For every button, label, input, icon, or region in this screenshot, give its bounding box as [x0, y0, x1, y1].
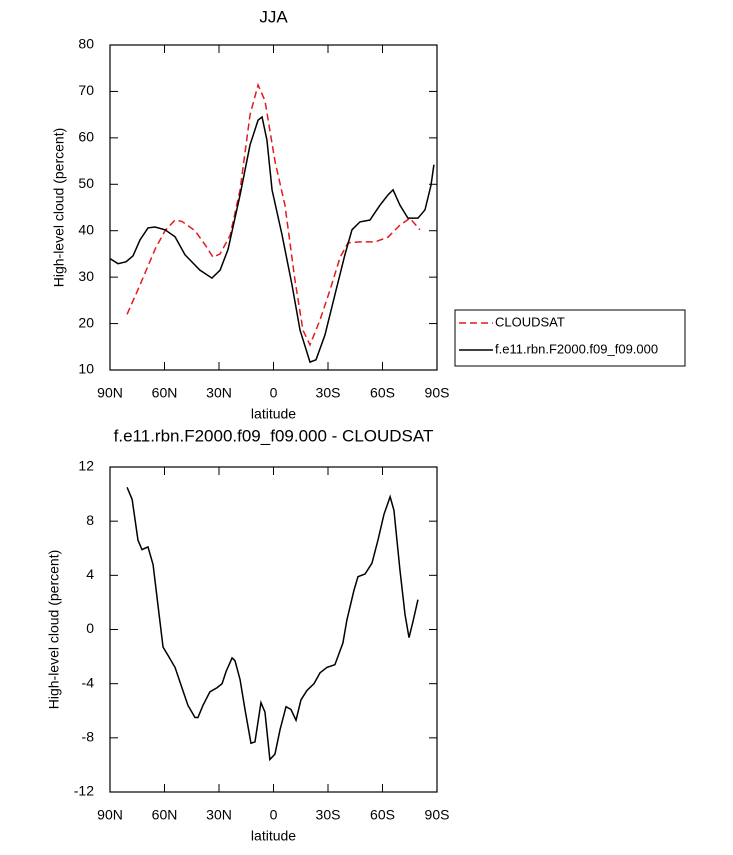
y-tick-label: 50 [78, 175, 94, 191]
y-tick-label: 80 [78, 36, 94, 52]
y-tick-label: 70 [78, 82, 94, 98]
data-line [109, 115, 435, 364]
data-line [126, 487, 419, 762]
y-tick-label: 20 [78, 314, 94, 330]
y-tick-label: 10 [78, 361, 94, 377]
x-tick-label: 90S [425, 385, 450, 401]
chart-title: JJA [259, 7, 288, 26]
chart-title: f.e11.rbn.F2000.f09_f09.000 - CLOUDSAT [114, 426, 434, 445]
y-tick-label: 60 [78, 129, 94, 145]
y-axis-label: High-level cloud (percent) [46, 550, 62, 710]
x-tick-label: 90N [97, 807, 123, 823]
x-tick-label: 0 [270, 807, 278, 823]
x-tick-label: 30S [316, 385, 341, 401]
legend-label: f.e11.rbn.F2000.f09_f09.000 [495, 341, 658, 356]
y-axis-label: High-level cloud (percent) [51, 128, 67, 288]
legend-box [454, 309, 686, 367]
x-axis-label: latitude [251, 828, 296, 844]
y-tick-label: 4 [86, 566, 94, 582]
x-tick-label: 30N [206, 385, 232, 401]
y-tick-label: 8 [86, 512, 94, 528]
x-tick-label: 30S [316, 807, 341, 823]
x-tick-label: 60S [370, 385, 395, 401]
y-tick-label: 12 [78, 458, 94, 474]
x-tick-label: 60N [152, 807, 178, 823]
y-tick-label: 0 [86, 620, 94, 636]
y-tick-label: -8 [82, 729, 95, 745]
plot-frame [109, 466, 438, 793]
x-tick-label: 30N [206, 807, 232, 823]
x-tick-label: 60S [370, 807, 395, 823]
x-tick-label: 0 [270, 385, 278, 401]
y-tick-label: -4 [82, 674, 95, 690]
y-tick-label: 40 [78, 221, 94, 237]
x-tick-label: 90N [97, 385, 123, 401]
x-tick-label: 90S [425, 807, 450, 823]
plot-frame [109, 44, 438, 371]
x-tick-label: 60N [152, 385, 178, 401]
y-tick-label: -12 [74, 783, 94, 799]
y-tick-label: 30 [78, 268, 94, 284]
data-line [126, 82, 421, 347]
legend-label: CLOUDSAT [495, 314, 565, 329]
x-axis-label: latitude [251, 406, 296, 422]
